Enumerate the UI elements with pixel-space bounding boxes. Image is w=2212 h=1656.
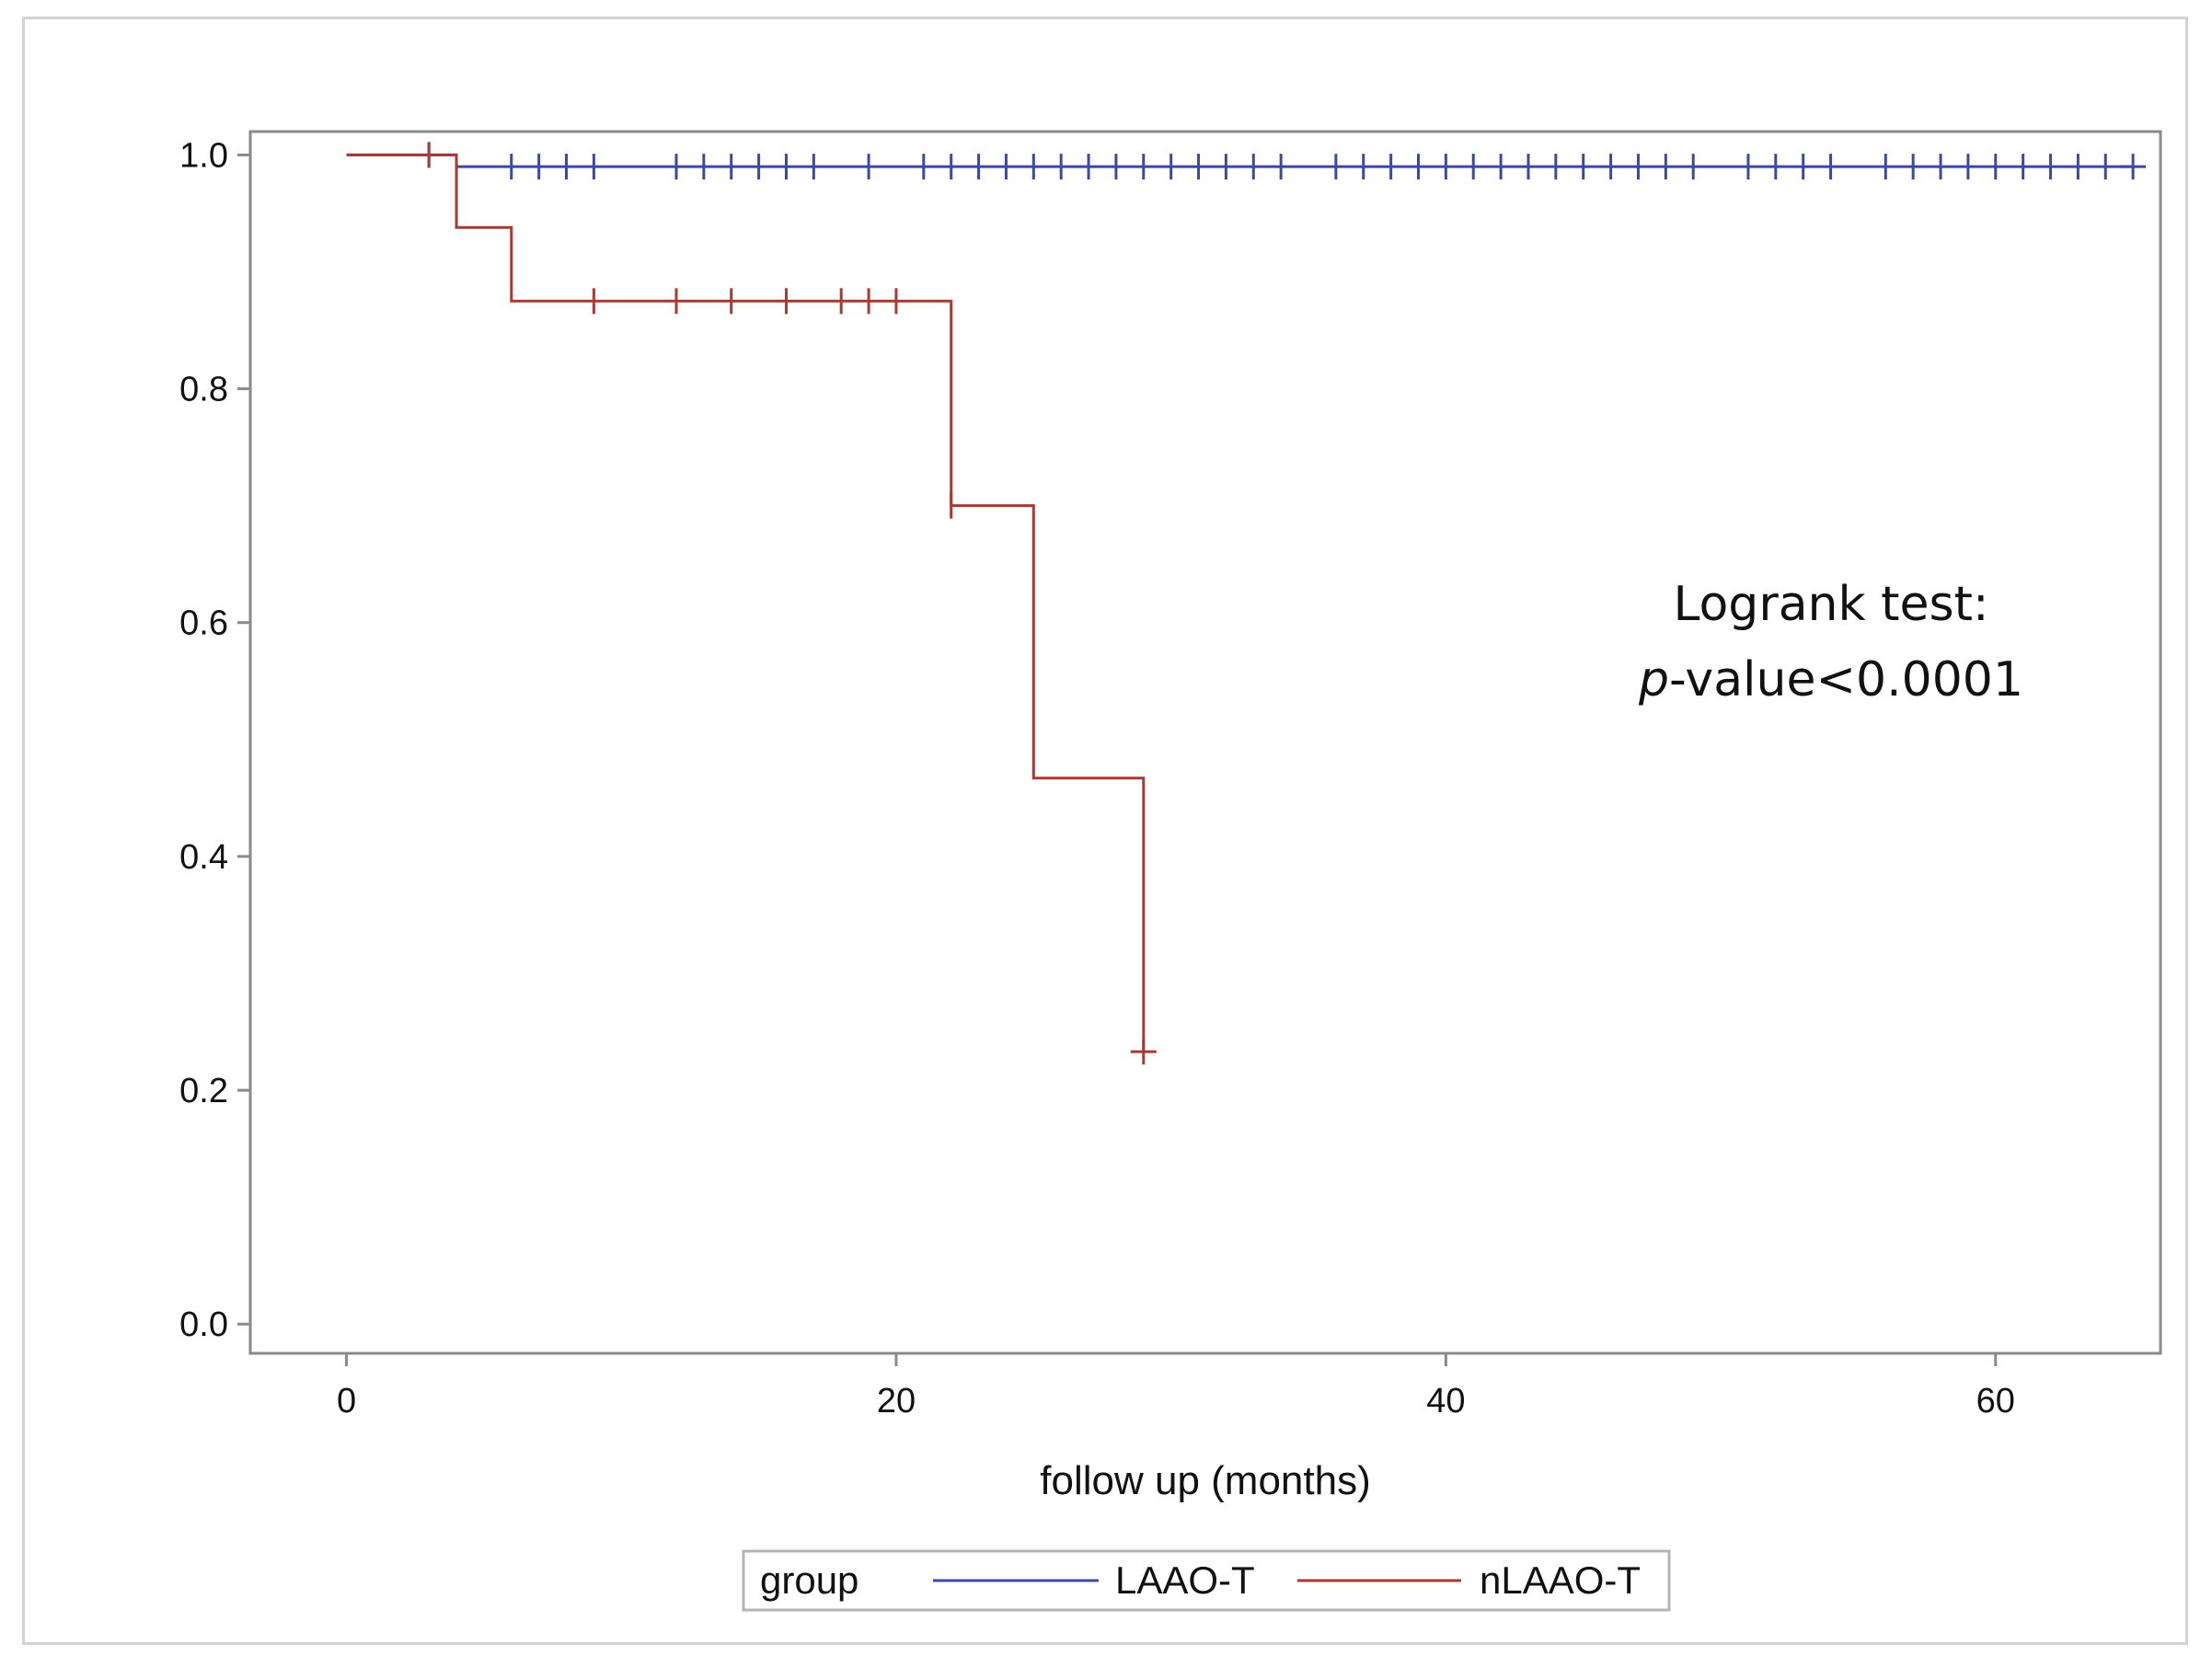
y-axis: 0.0 0.2 0.4 0.6 0.8 1.0 xyxy=(179,136,250,1344)
x-axis-title: follow up (months) xyxy=(1040,1458,1370,1503)
legend-label-nlaao-t: nLAAO-T xyxy=(1480,1558,1641,1602)
annotation-line1: Logrank test: xyxy=(1673,577,1988,632)
figure-frame xyxy=(22,17,2188,1645)
plot-area xyxy=(248,130,2162,1355)
series-layer xyxy=(346,142,2147,1065)
annotation-line2: p-value<0.0001 xyxy=(1638,652,2023,707)
annotation-pvalue: -value<0.0001 xyxy=(1669,652,2023,707)
legend-label-laao-t: LAAO-T xyxy=(1115,1558,1255,1602)
km-step-line-laao-t xyxy=(346,153,2134,168)
annotation-p-italic: p xyxy=(1638,652,1669,707)
x-tick-label: 0 xyxy=(337,1382,356,1420)
y-tick-label: 0.0 xyxy=(179,1305,228,1344)
x-axis: 0 20 40 60 xyxy=(337,1353,2015,1420)
km-step-line-nlaao-t xyxy=(346,153,1146,1052)
y-tick-label: 0.8 xyxy=(179,371,228,409)
x-tick-label: 40 xyxy=(1426,1382,1465,1420)
legend-title: group xyxy=(760,1558,858,1602)
y-tick-label: 0.6 xyxy=(179,604,228,643)
y-tick-label: 1.0 xyxy=(179,136,228,175)
x-tick-label: 20 xyxy=(877,1382,916,1420)
series-nlaao-t xyxy=(346,142,1157,1065)
legend-box xyxy=(742,1549,1671,1612)
legend: group LAAO-T nLAAO-T xyxy=(742,1549,1671,1612)
y-tick-label: 0.4 xyxy=(179,838,228,877)
series-laao-t xyxy=(346,142,2147,180)
x-tick-label: 60 xyxy=(1976,1382,2015,1420)
plot-border xyxy=(248,130,2162,1355)
logrank-annotation: Logrank test: p-value<0.0001 xyxy=(1638,577,2023,707)
y-tick-label: 0.2 xyxy=(179,1072,228,1110)
